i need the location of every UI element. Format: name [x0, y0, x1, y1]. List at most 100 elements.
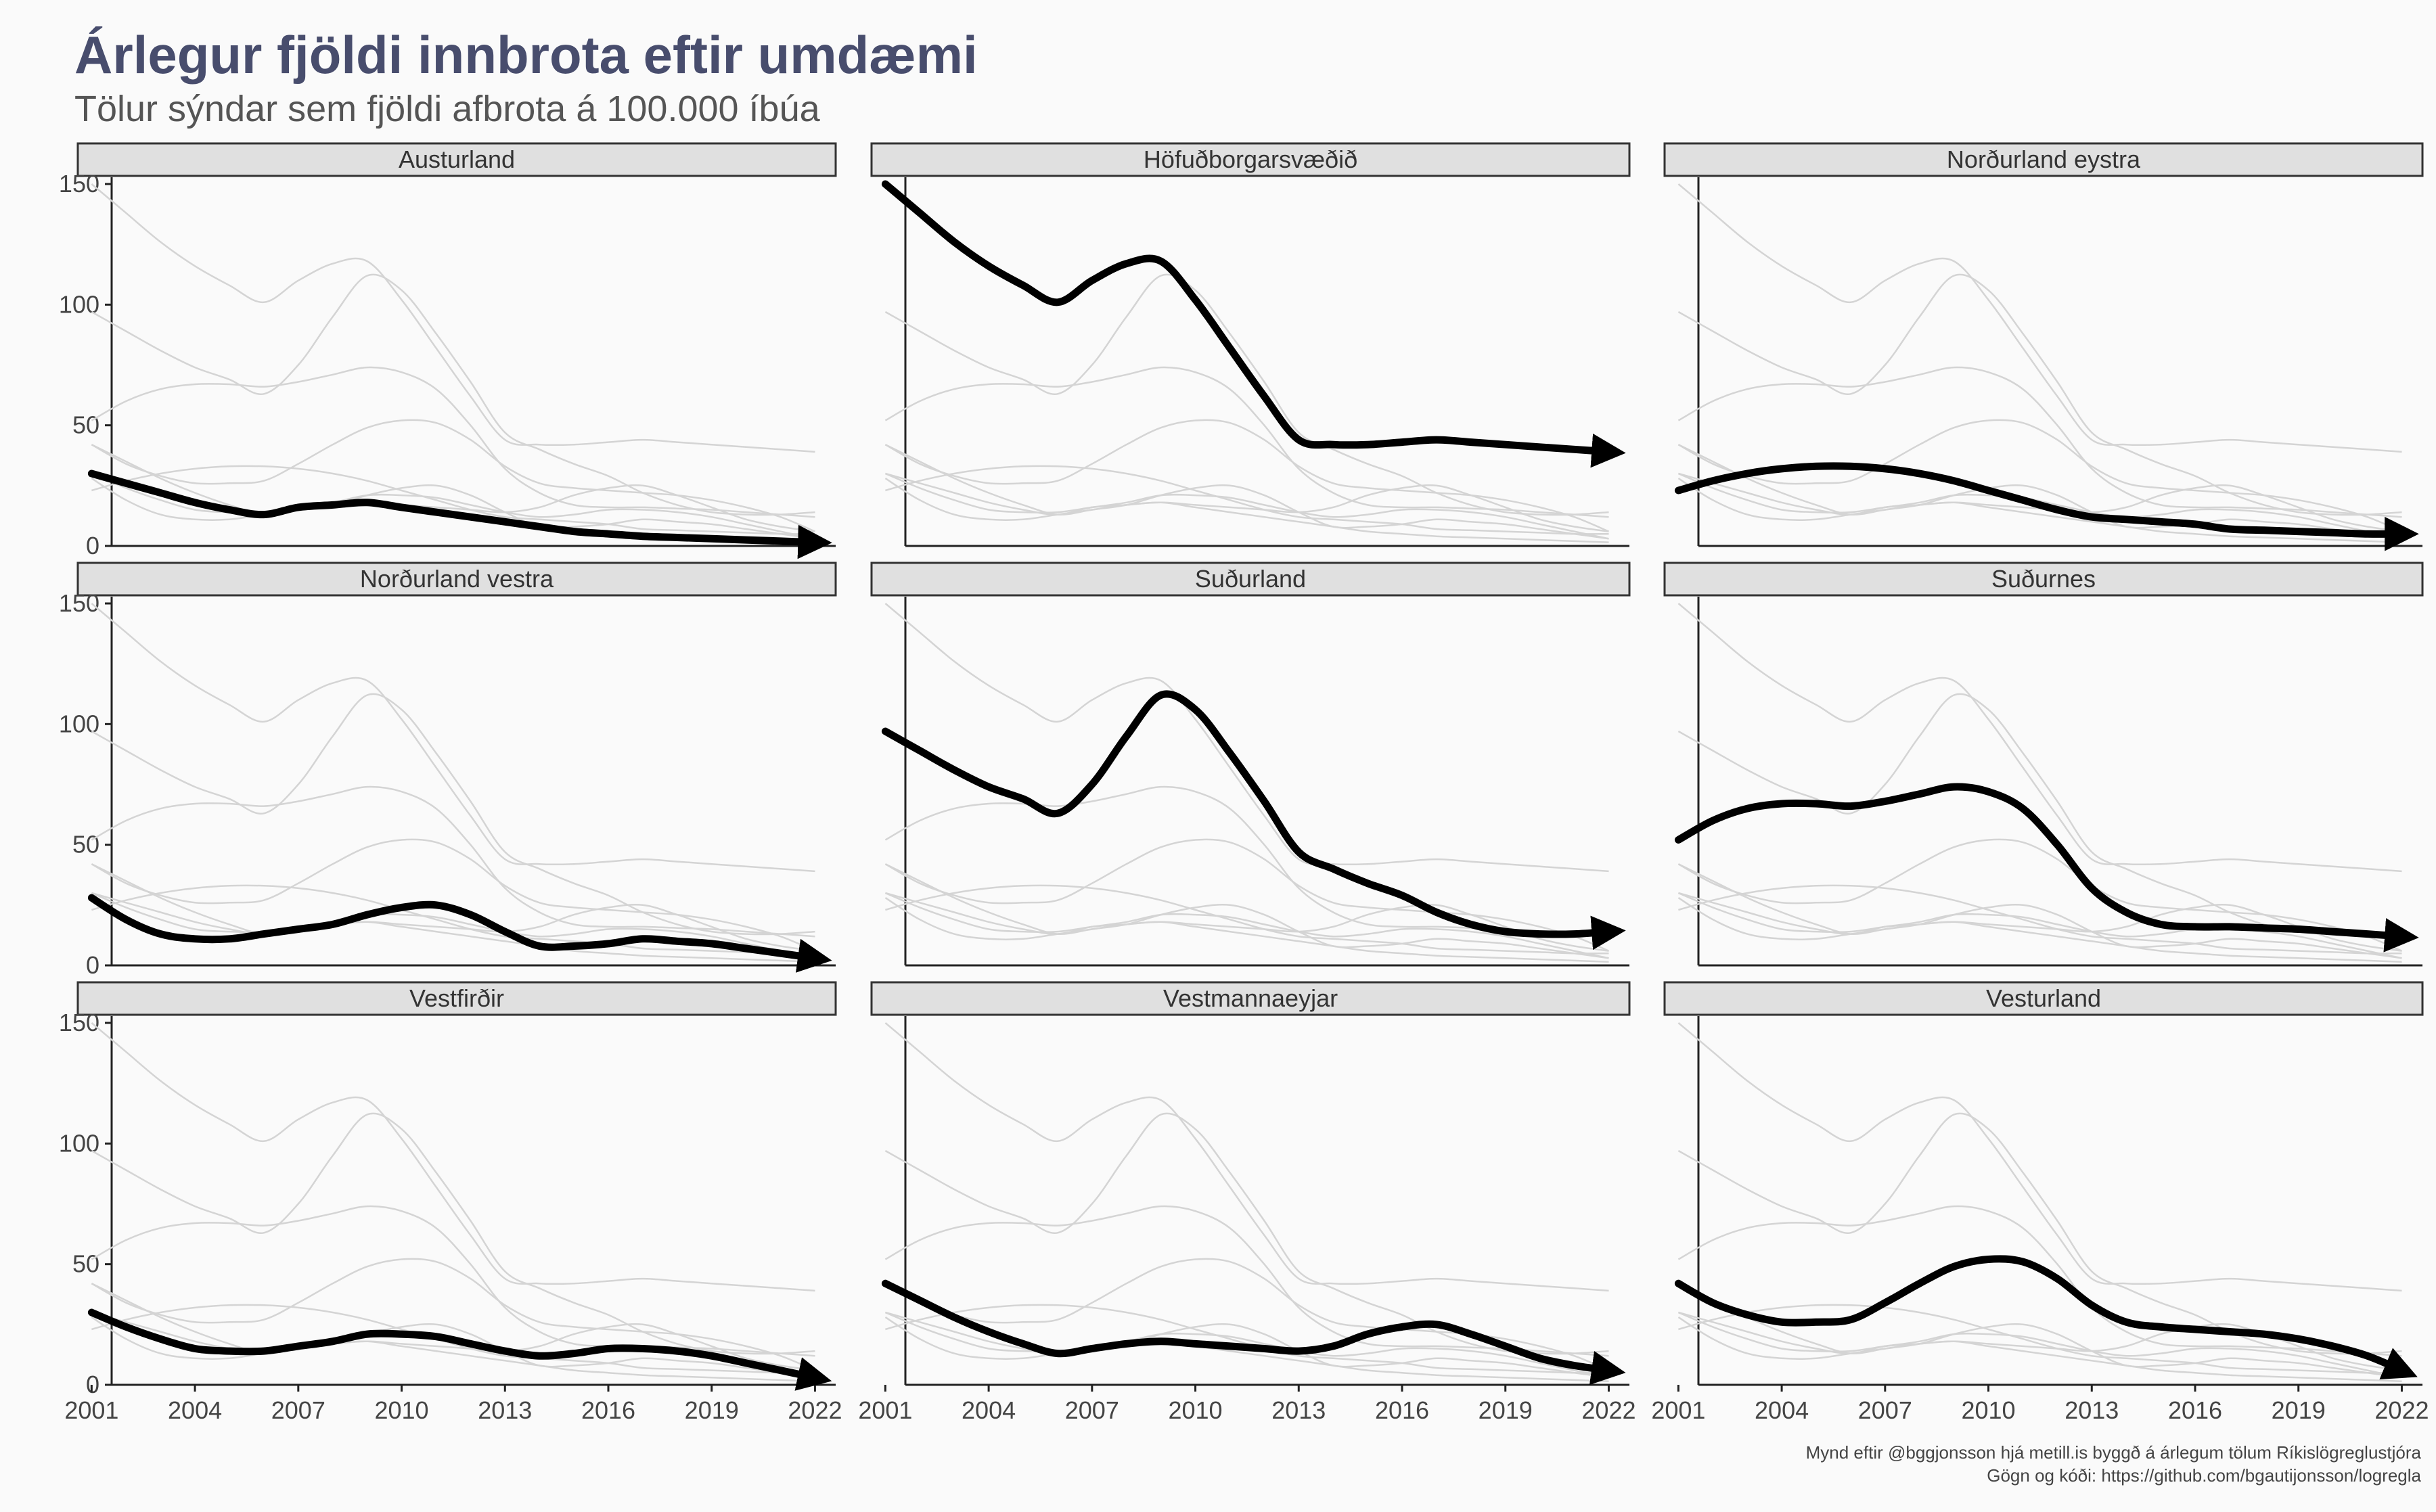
facet-label: Suðurnes — [1991, 565, 2096, 593]
highlight-series-line — [881, 180, 1626, 468]
y-tick-label: 50 — [72, 831, 99, 858]
context-series-line — [884, 897, 1609, 959]
facet-strip — [1663, 981, 2424, 1016]
context-series-line — [1677, 183, 2402, 453]
context-series-line — [1677, 693, 2402, 936]
facet-label: Norðurland vestra — [360, 565, 554, 593]
context-series-line — [884, 1311, 1609, 1379]
context-series-line — [91, 1022, 815, 1292]
facet-strip — [76, 562, 837, 597]
context-series-line — [884, 366, 1609, 518]
context-series-line — [1677, 444, 2402, 532]
x-tick-label: 2022 — [2374, 1396, 2429, 1424]
context-series-line — [91, 1205, 815, 1357]
facet-label: Höfuðborgarsvæðið — [1144, 145, 1357, 173]
context-series-line — [91, 785, 815, 938]
facet-panel: Norðurland eystra — [1663, 142, 2424, 551]
x-tick-label: 2004 — [168, 1396, 222, 1424]
y-tick-label: 150 — [59, 1009, 99, 1036]
context-series-line — [1678, 884, 2402, 955]
y-tick-label: 100 — [59, 1129, 99, 1157]
highlight-series-line — [881, 1279, 1626, 1385]
context-series-line — [1677, 603, 2402, 873]
context-series-line — [91, 892, 815, 963]
context-series-line — [1677, 897, 2402, 959]
x-tick-label: 2016 — [2168, 1396, 2222, 1424]
y-tick-label: 0 — [86, 951, 99, 979]
context-series-line — [91, 1112, 815, 1355]
context-series-line — [91, 884, 815, 955]
x-tick-label: 2007 — [271, 1396, 325, 1424]
facet-panel: Vestfirðir 0 50 100 150 2001 2004 2007 2010 2013 2… — [59, 981, 842, 1424]
context-series-line — [1677, 1283, 2402, 1371]
facet-label: Vestmannaeyjar — [1163, 984, 1338, 1012]
context-series-line — [91, 1283, 815, 1371]
facet-label: Vestfirðir — [409, 984, 504, 1012]
context-series-line — [1677, 838, 2402, 952]
context-series-line — [1677, 1022, 2402, 1292]
highlight-series-line — [1674, 1255, 2418, 1380]
y-tick-label: 150 — [59, 589, 99, 617]
context-series-line — [91, 693, 815, 936]
context-series-line — [91, 1304, 815, 1374]
y-tick-label: 50 — [72, 1250, 99, 1278]
chart-subtitle: Tölur sýndar sem fjöldi afbrota á 100.00… — [74, 89, 820, 129]
context-series-line — [1677, 273, 2402, 516]
x-tick-label: 2004 — [962, 1396, 1016, 1424]
x-tick-label: 2019 — [2272, 1396, 2326, 1424]
y-tick-label: 150 — [59, 170, 99, 198]
y-tick-label: 0 — [86, 532, 99, 559]
context-series-line — [91, 472, 815, 540]
x-tick-label: 2010 — [1961, 1396, 2015, 1424]
highlight-series-line — [87, 894, 832, 973]
context-series-line — [1677, 863, 2402, 952]
facet-label: Vesturland — [1986, 984, 2101, 1012]
x-tick-label: 2013 — [1271, 1396, 1326, 1424]
context-series-line — [91, 465, 815, 535]
context-series-line — [1678, 472, 2402, 543]
context-series-line — [1677, 478, 2402, 540]
x-tick-label: 2010 — [374, 1396, 428, 1424]
facet-strip — [1663, 142, 2424, 177]
context-series-line — [884, 1316, 1609, 1379]
highlight-series-line — [87, 469, 832, 559]
highlight-series-line — [1674, 783, 2419, 953]
y-tick-label: 0 — [86, 1371, 99, 1398]
context-series-line — [884, 838, 1609, 952]
context-series-line — [1677, 419, 2402, 532]
context-series-line — [1678, 1311, 2402, 1382]
context-series-line — [1678, 1304, 2402, 1374]
facet-panel: Suðurnes — [1663, 562, 2424, 967]
x-tick-label: 2022 — [788, 1396, 842, 1424]
context-series-line — [1677, 472, 2402, 540]
context-series-line — [885, 892, 1609, 963]
x-tick-label: 2019 — [685, 1396, 739, 1424]
caption-line-2: Gögn og kóði: https://github.com/bgautij… — [1987, 1465, 2421, 1486]
context-series-line — [884, 1112, 1609, 1355]
facet-strip — [76, 981, 837, 1016]
facet-panel: Austurland 0 50 100 150 — [59, 142, 837, 559]
facet-strip — [870, 981, 1631, 1016]
context-series-line — [91, 444, 815, 532]
x-tick-label: 2010 — [1168, 1396, 1222, 1424]
facet-strip — [870, 142, 1631, 177]
facet-label: Norðurland eystra — [1947, 145, 2141, 173]
context-series-line — [884, 892, 1609, 959]
context-series-line — [91, 366, 815, 518]
chart-title: Árlegur fjöldi innbrota eftir umdæmi — [74, 25, 978, 85]
facet-panel: Norðurland vestra 0 50 100 150 — [59, 562, 837, 979]
x-tick-label: 2019 — [1479, 1396, 1533, 1424]
x-tick-label: 2022 — [1581, 1396, 1636, 1424]
context-series-line — [884, 444, 1609, 532]
context-series-line — [1677, 1316, 2402, 1379]
facet-panel: Vesturland 2001 2004 2007 2010 2013 2016 2019 20… — [1651, 981, 2429, 1424]
x-tick-label: 2007 — [1065, 1396, 1119, 1424]
y-tick-label: 100 — [59, 710, 99, 737]
x-tick-label: 2004 — [1755, 1396, 1809, 1424]
x-tick-label: 2013 — [478, 1396, 532, 1424]
x-tick-label: 2001 — [858, 1396, 912, 1424]
context-series-line — [885, 472, 1609, 543]
x-tick-label: 2001 — [64, 1396, 118, 1424]
facet-label: Suðurland — [1195, 565, 1306, 593]
